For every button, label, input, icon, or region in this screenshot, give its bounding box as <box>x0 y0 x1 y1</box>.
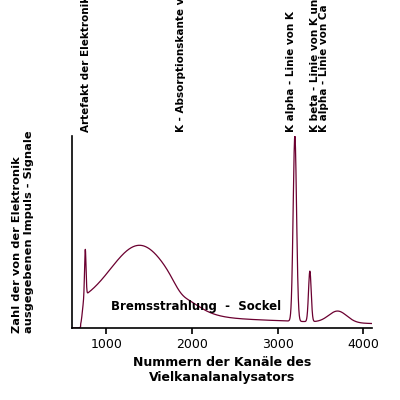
Text: Artefakt der Elektronik: Artefakt der Elektronik <box>81 0 91 132</box>
Text: K - Absorptionskante von Si: K - Absorptionskante von Si <box>176 0 186 132</box>
Text: K alpha - Linie von Ca: K alpha - Linie von Ca <box>319 4 329 132</box>
Text: Bremsstrahlung  -  Sockel: Bremsstrahlung - Sockel <box>110 300 281 313</box>
Text: Nummern der Kanäle des
Vielkanalanalysators: Nummern der Kanäle des Vielkanalanalysat… <box>133 356 311 384</box>
Text: K beta - Linie von K und: K beta - Linie von K und <box>310 0 320 132</box>
Text: K alpha - Linie von K: K alpha - Linie von K <box>286 11 296 132</box>
Text: Zahl der von der Elektronik
ausgegebenen Impuls - Signale: Zahl der von der Elektronik ausgegebenen… <box>12 131 34 333</box>
